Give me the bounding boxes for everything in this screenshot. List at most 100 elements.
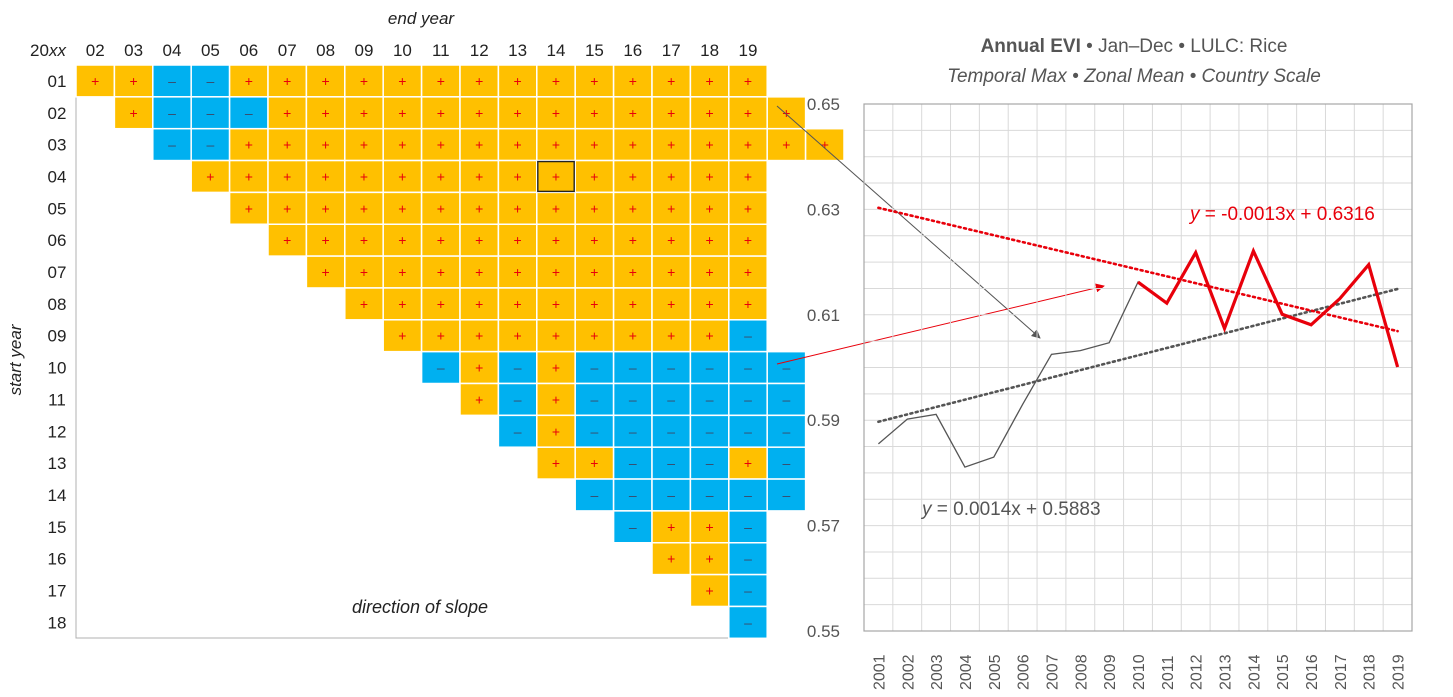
end-year-tick-label: 03	[124, 41, 143, 60]
matrix-sign-plus: +	[475, 73, 483, 89]
matrix-sign-plus: +	[398, 264, 406, 280]
matrix-sign-minus: –	[783, 360, 791, 376]
matrix-cell-positive	[689, 96, 730, 130]
matrix-cell-negative	[766, 478, 807, 512]
matrix-cell-negative	[651, 446, 692, 480]
matrix-sign-plus: +	[398, 232, 406, 248]
matrix-sign-plus: +	[398, 296, 406, 312]
matrix-sign-plus: +	[744, 455, 752, 471]
gridlines	[864, 104, 1412, 631]
matrix-cell-negative	[728, 605, 768, 640]
matrix-cell-positive	[766, 96, 807, 130]
matrix-cell-positive	[228, 64, 269, 98]
start-year-tick-label: 05	[48, 199, 67, 218]
end-year-tick-label: 10	[393, 41, 412, 60]
matrix-sign-plus: +	[552, 168, 560, 184]
matrix-sign-minus: –	[207, 137, 215, 153]
matrix-cell-positive	[344, 96, 384, 130]
matrix-cells: + + – – + + + + + + + + + + + + + + + – – – + + + + + + + + + + + + + + – – + +…	[75, 64, 845, 640]
matrix-sign-minus: –	[783, 391, 791, 407]
matrix-sign-plus: +	[475, 328, 483, 344]
matrix-sign-plus: +	[475, 168, 483, 184]
matrix-sign-minus: –	[437, 360, 445, 376]
matrix-cell-positive	[612, 191, 653, 225]
x-tick-label: 2010	[1131, 654, 1148, 690]
x-tick-label: 2002	[900, 654, 917, 690]
matrix-sign-plus: +	[629, 200, 637, 216]
matrix-cell-positive	[651, 127, 692, 162]
matrix-cell-positive	[344, 287, 384, 321]
matrix-sign-plus: +	[437, 264, 445, 280]
matrix-sign-plus: +	[744, 137, 752, 153]
matrix-sign-plus: +	[360, 137, 368, 153]
start-year-tick-label: 14	[48, 486, 67, 505]
x-tick-label: 2019	[1391, 654, 1408, 690]
matrix-cell-positive	[574, 255, 615, 289]
matrix-sign-plus: +	[322, 73, 330, 89]
matrix-sign-minus: –	[667, 455, 675, 471]
matrix-sign-plus: +	[283, 232, 291, 248]
matrix-sign-plus: +	[629, 328, 637, 344]
matrix-cell-positive	[536, 319, 576, 353]
trend-line-full	[877, 287, 1399, 424]
matrix-sign-plus: +	[322, 200, 330, 216]
matrix-sign-plus: +	[437, 105, 445, 121]
matrix-sign-plus: +	[475, 200, 483, 216]
matrix-cell-negative	[651, 478, 692, 512]
chart-title: Annual EVI • Jan–Dec • LULC: Rice	[981, 36, 1288, 57]
matrix-sign-plus: +	[629, 168, 637, 184]
matrix-sign-plus: +	[437, 232, 445, 248]
matrix-sign-plus: +	[322, 105, 330, 121]
matrix-cell-positive	[459, 255, 500, 289]
matrix-cell-negative	[190, 96, 231, 130]
matrix-sign-minus: –	[168, 105, 176, 121]
slope-direction-matrix: + + – – + + + + + + + + + + + + + + + – – – + + + + + + + + + + + + + + – – + +…	[6, 9, 845, 640]
matrix-sign-plus: +	[475, 232, 483, 248]
matrix-cell-positive	[75, 64, 116, 98]
matrix-sign-plus: +	[552, 296, 560, 312]
matrix-sign-plus: +	[475, 296, 483, 312]
trend-highlight-var: y	[1188, 204, 1201, 225]
x-tick-label: 2015	[1275, 654, 1292, 690]
matrix-sign-plus: +	[744, 264, 752, 280]
x-tick-label: 2012	[1189, 654, 1206, 690]
matrix-cell-negative	[612, 414, 653, 448]
matrix-sign-plus: +	[398, 137, 406, 153]
matrix-sign-plus: +	[437, 73, 445, 89]
matrix-sign-plus: +	[360, 105, 368, 121]
x-tick-label: 2011	[1160, 655, 1177, 690]
matrix-sign-plus: +	[91, 73, 99, 89]
matrix-cell-positive	[689, 255, 730, 289]
start-year-tick-label: 03	[48, 136, 67, 155]
trend-line-highlight	[877, 206, 1399, 333]
matrix-sign-minus: –	[514, 391, 522, 407]
matrix-sign-minus: –	[667, 360, 675, 376]
matrix-sign-plus: +	[744, 73, 752, 89]
matrix-sign-plus: +	[283, 105, 291, 121]
matrix-sign-minus: –	[744, 487, 752, 503]
matrix-cell-positive	[228, 191, 269, 225]
start-year-tick-label: 06	[48, 231, 67, 250]
matrix-cell-negative	[574, 382, 615, 417]
matrix-cell-positive	[728, 96, 768, 130]
matrix-cell-positive	[689, 127, 730, 162]
matrix-sign-plus: +	[629, 137, 637, 153]
x-tick-label: 2009	[1102, 654, 1119, 690]
matrix-sign-plus: +	[552, 423, 560, 439]
start-year-tick-label: 18	[48, 613, 67, 632]
matrix-cell-negative	[152, 96, 192, 130]
end-year-tick-label: 15	[585, 41, 604, 60]
x-tick-label: 2001	[871, 654, 888, 690]
matrix-sign-minus: –	[629, 519, 637, 535]
matrix-cell-positive	[382, 159, 423, 194]
y-tick-label: 0.65	[807, 95, 840, 114]
matrix-sign-plus: +	[667, 137, 675, 153]
header-prefix: 20xx	[30, 41, 66, 60]
matrix-sign-plus: +	[667, 328, 675, 344]
series-lines	[877, 246, 1400, 468]
start-year-tick-label: 10	[48, 359, 67, 378]
evi-line-chart: Annual EVI • Jan–Dec • LULC: Rice Tempor…	[807, 36, 1413, 690]
matrix-sign-minus: –	[207, 73, 215, 89]
matrix-cell-positive	[536, 255, 576, 289]
matrix-sign-plus: +	[590, 296, 598, 312]
